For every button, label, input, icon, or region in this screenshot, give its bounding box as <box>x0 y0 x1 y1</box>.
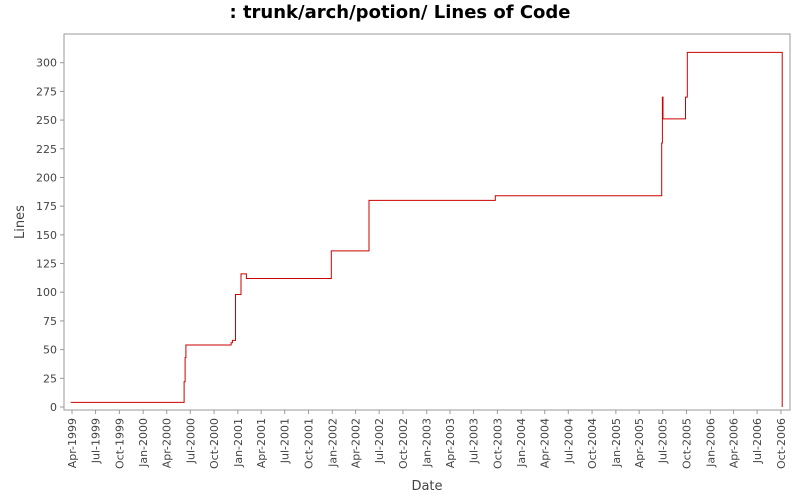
lines-of-code-line <box>70 51 783 407</box>
x-tick-label: Jul-2003 <box>468 418 481 464</box>
x-tick-label: Oct-2006 <box>775 418 788 469</box>
y-tick-label: 75 <box>43 315 57 328</box>
x-tick-label: Jul-2000 <box>184 418 197 464</box>
y-tick-label: 150 <box>36 229 57 242</box>
y-axis-label: Lines <box>13 205 28 239</box>
x-tick-label: Apr-2005 <box>633 418 646 468</box>
x-tick-label: Apr-2003 <box>444 418 457 468</box>
y-tick-label: 300 <box>36 57 57 70</box>
x-tick-label: Jul-2004 <box>562 418 575 464</box>
x-tick-label: Oct-2005 <box>681 418 694 469</box>
chart-title: : trunk/arch/potion/ Lines of Code <box>229 2 571 23</box>
x-tick-label: Apr-2006 <box>728 418 741 468</box>
y-tick-label: 225 <box>36 143 57 156</box>
x-tick-label: Oct-2003 <box>491 418 504 469</box>
x-tick-label: Oct-2002 <box>397 418 410 469</box>
y-tick-label: 275 <box>36 85 57 98</box>
y-tick-label: 100 <box>36 286 57 299</box>
y-tick-label: 250 <box>36 114 57 127</box>
plot-area <box>63 33 791 411</box>
x-tick-label: Apr-2001 <box>255 418 268 468</box>
x-tick-label: Oct-2004 <box>586 418 599 469</box>
x-tick-label: Jan-2003 <box>421 418 434 468</box>
x-tick-label: Jan-2004 <box>515 418 528 468</box>
x-tick-label: Jan-2001 <box>232 418 245 468</box>
x-tick-label: Oct-2001 <box>303 418 316 469</box>
y-tick-label: 175 <box>36 200 57 213</box>
x-tick-label: Apr-2000 <box>161 418 174 468</box>
x-tick-label: Apr-2004 <box>539 418 552 468</box>
x-tick-label: Jan-2005 <box>610 418 623 468</box>
x-tick-label: Jan-2000 <box>137 418 150 468</box>
x-axis: Apr-1999 Jul-1999 Oct-1999 Jan-2000 Apr-2000… <box>66 410 788 469</box>
x-axis-label: Date <box>411 479 442 494</box>
x-tick-label: Jan-2002 <box>326 418 339 468</box>
x-tick-label: Apr-2002 <box>350 418 363 468</box>
y-tick-label: 50 <box>43 344 57 357</box>
y-tick-label: 200 <box>36 171 57 184</box>
y-tick-label: 25 <box>43 372 57 385</box>
x-tick-label: Apr-1999 <box>66 418 79 468</box>
x-tick-label: Jul-2006 <box>751 418 764 464</box>
x-tick-label: Jul-1999 <box>90 418 103 464</box>
y-tick-label: 125 <box>36 258 57 271</box>
y-tick-label: 0 <box>50 401 57 414</box>
x-tick-label: Jul-2002 <box>373 418 386 464</box>
x-tick-label: Oct-2000 <box>208 418 221 469</box>
y-axis: 0 25 50 75 100 125 150 175 200 225 250 275 300 <box>36 57 64 414</box>
x-tick-label: Jul-2001 <box>279 418 292 464</box>
x-tick-label: Jan-2006 <box>704 418 717 468</box>
x-tick-label: Jul-2005 <box>657 418 670 464</box>
x-tick-label: Oct-1999 <box>113 418 126 469</box>
